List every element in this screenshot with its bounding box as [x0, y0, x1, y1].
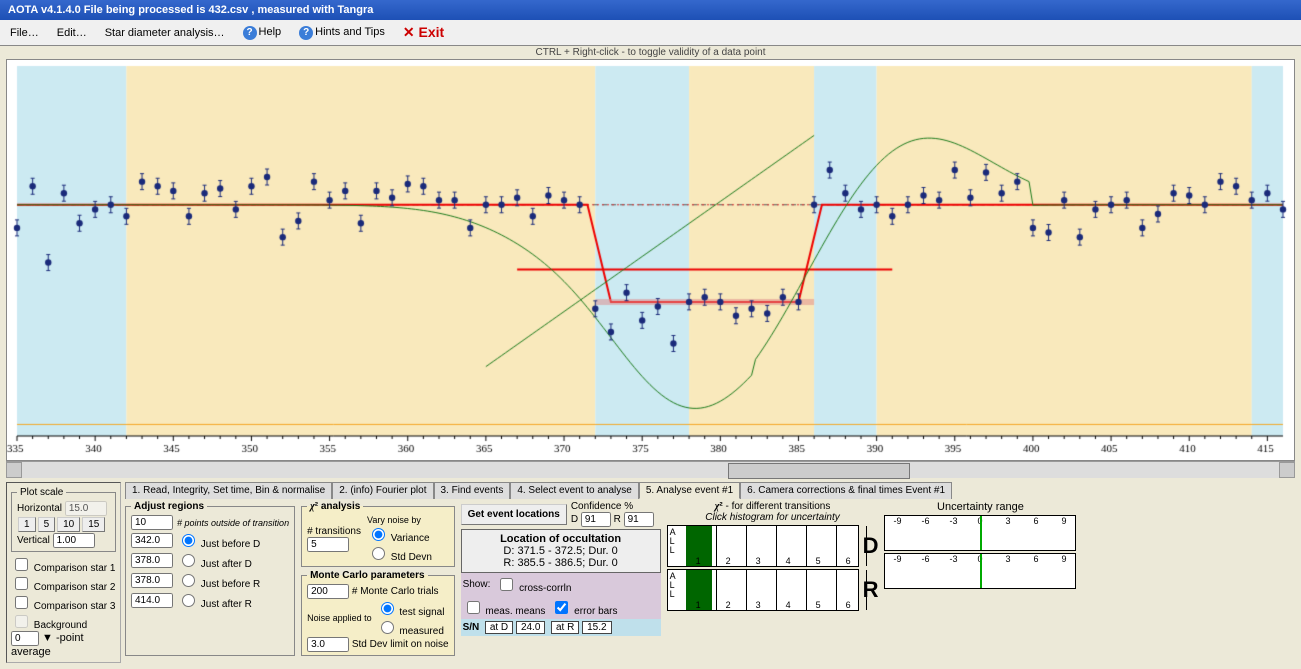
trans-input[interactable] [307, 537, 349, 552]
menu-hints[interactable]: ?Hints and Tips [299, 26, 385, 40]
chart-area[interactable] [6, 59, 1295, 461]
show-label: Show: [463, 579, 491, 590]
comp-check-3[interactable]: Background [11, 620, 87, 631]
adjust-radio-1[interactable]: Just after D [177, 551, 252, 570]
h-scrollbar[interactable] [6, 461, 1295, 478]
comp-check-0[interactable]: Comparison star 1 [11, 563, 115, 574]
mc-legend: Monte Carlo parameters [307, 570, 427, 581]
hist-d[interactable]: ALL123456 [667, 525, 859, 567]
hint-text: CTRL + Right-click - to toggle validity … [0, 46, 1301, 59]
adjust-val-3[interactable] [131, 593, 173, 608]
scale-btn-5[interactable]: 5 [38, 517, 56, 532]
tab-1[interactable]: 2. (info) Fourier plot [332, 482, 433, 499]
mc-panel: Monte Carlo parameters # Monte Carlo tri… [301, 570, 455, 656]
comp-check-2[interactable]: Comparison star 3 [11, 601, 115, 612]
mc-trials-label: # Monte Carlo trials [352, 586, 439, 597]
comp-check-1[interactable]: Comparison star 2 [11, 582, 115, 593]
unc-title: Uncertainty range [884, 501, 1076, 513]
measured-radio[interactable]: measured [376, 626, 444, 637]
horz-input [65, 501, 107, 516]
hist-panel: χ² - for different transitionsClick hist… [667, 501, 879, 659]
test-signal-radio[interactable]: test signal [376, 607, 445, 618]
loc-d: D: 371.5 - 372.5; Dur. 0 [465, 545, 657, 557]
menu-star[interactable]: Star diameter analysis… [105, 27, 225, 39]
conf-r-input[interactable] [624, 512, 654, 527]
adjust-val-1[interactable] [131, 553, 173, 568]
scale-btn-15[interactable]: 15 [82, 517, 105, 532]
chi2-legend: analysis [321, 501, 360, 512]
hist-title: for different transitions [732, 501, 831, 512]
sn-atd-val: 24.0 [516, 621, 545, 634]
adjust-radio-2[interactable]: Just before R [177, 571, 260, 590]
plot-scale-panel: Plot scale Horizontal 151015 Vertical Co… [6, 482, 121, 663]
sn-atd-label: at D [485, 621, 513, 634]
n-outside-label: # points outside of transition [177, 518, 289, 528]
cc-check[interactable]: cross-corrln [496, 575, 571, 594]
hist-r[interactable]: ALL123456 [667, 569, 859, 611]
tab-4[interactable]: 5. Analyse event #1 [639, 482, 740, 499]
menu-edit[interactable]: Edit… [57, 27, 87, 39]
menu-help[interactable]: ?Help [243, 26, 282, 40]
loc-r: R: 385.5 - 386.5; Dur. 0 [465, 557, 657, 569]
conf-label: Confidence % [571, 501, 654, 512]
adjust-val-0[interactable] [131, 533, 173, 548]
unc-r: -9-6-30369 [884, 553, 1076, 589]
adjust-val-2[interactable] [131, 573, 173, 588]
unc-d: -9-6-30369 [884, 515, 1076, 551]
trans-label: # transitions [307, 526, 361, 537]
menu-bar: File… Edit… Star diameter analysis… ?Hel… [0, 20, 1301, 46]
vert-input[interactable] [53, 533, 95, 548]
unc-panel: Uncertainty range -9-6-30369 -9-6-30369 [884, 501, 1076, 659]
chi2-panel: χ² analysis # transitions Vary noise by … [301, 501, 455, 567]
eb-check[interactable]: error bars [551, 598, 617, 617]
help-icon: ? [243, 26, 257, 40]
adjust-regions-panel: Adjust regions # points outside of trans… [125, 501, 295, 656]
conf-d-input[interactable] [581, 512, 611, 527]
horz-label: Horizontal [17, 503, 62, 514]
menu-file[interactable]: File… [10, 27, 39, 39]
hist-sub: Click histogram for uncertainty [705, 512, 840, 523]
scroll-thumb[interactable] [728, 463, 910, 479]
sn-atr-label: at R [551, 621, 579, 634]
sn-label: S/N [463, 622, 480, 633]
variance-radio[interactable]: Variance [367, 533, 430, 544]
get-event-btn[interactable]: Get event locations [461, 504, 567, 525]
vary-label: Vary noise by [367, 515, 432, 525]
scale-btn-1[interactable]: 1 [18, 517, 36, 532]
loc-title: Location of occultation [465, 533, 657, 545]
adjust-radio-0[interactable]: Just before D [177, 531, 260, 550]
plot-scale-legend: Plot scale [17, 487, 66, 498]
tab-2[interactable]: 3. Find events [434, 482, 511, 499]
main-tabs-area: 1. Read, Integrity, Set time, Bin & norm… [125, 482, 1295, 663]
title-bar: AOTA v4.1.4.0 File being processed is 43… [0, 0, 1301, 20]
mc-limit-input[interactable] [307, 637, 349, 652]
mc-trials-input[interactable] [307, 584, 349, 599]
tab-5[interactable]: 6. Camera corrections & final times Even… [740, 482, 952, 499]
n-outside-input[interactable] [131, 515, 173, 530]
hints-icon: ? [299, 26, 313, 40]
adjust-legend: Adjust regions [131, 501, 207, 512]
scale-btn-10[interactable]: 10 [57, 517, 80, 532]
tab-0[interactable]: 1. Read, Integrity, Set time, Bin & norm… [125, 482, 332, 499]
vert-label: Vertical [17, 535, 50, 546]
tab-3[interactable]: 4. Select event to analyse [510, 482, 639, 499]
mc-limit-label: Std Dev limit on noise [352, 639, 449, 650]
sn-atr-val: 15.2 [582, 621, 611, 634]
pt-avg-input[interactable] [11, 631, 39, 646]
stddev-radio[interactable]: Std Devn [367, 552, 432, 563]
noise-label: Noise applied to [307, 613, 372, 623]
mm-check[interactable]: meas. means [463, 598, 546, 617]
menu-exit[interactable]: ✕ Exit [403, 24, 444, 41]
adjust-radio-3[interactable]: Just after R [177, 591, 252, 610]
